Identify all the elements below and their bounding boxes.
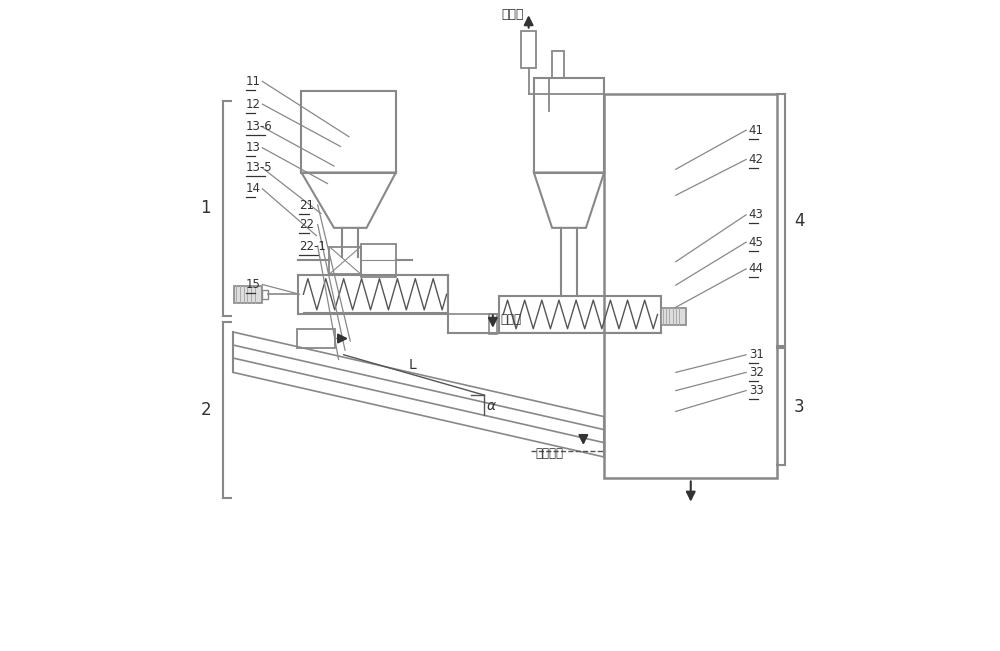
Text: 13-5: 13-5 <box>246 161 273 174</box>
Text: 45: 45 <box>749 236 764 249</box>
Text: 气化介质: 气化介质 <box>536 447 564 460</box>
Bar <box>297 329 335 348</box>
Text: 3: 3 <box>794 398 805 416</box>
Bar <box>661 308 686 325</box>
Text: 12: 12 <box>246 98 261 111</box>
Bar <box>534 78 604 173</box>
Bar <box>301 91 396 173</box>
Text: 合成气: 合成气 <box>501 8 524 21</box>
Text: 41: 41 <box>749 124 764 137</box>
Bar <box>489 314 497 334</box>
Text: 水蒸气: 水蒸气 <box>500 313 521 326</box>
Text: 14: 14 <box>246 182 261 195</box>
Text: 2: 2 <box>200 401 211 419</box>
Text: 13-6: 13-6 <box>246 120 273 133</box>
Text: 32: 32 <box>749 366 764 379</box>
Text: 44: 44 <box>749 262 764 275</box>
Text: 11: 11 <box>246 75 261 88</box>
Bar <box>234 286 262 303</box>
Text: 22-1: 22-1 <box>299 240 326 253</box>
Text: 13: 13 <box>246 141 261 154</box>
Bar <box>361 244 396 277</box>
Text: 33: 33 <box>749 384 763 397</box>
Bar <box>552 51 564 78</box>
Text: L: L <box>408 357 416 372</box>
Bar <box>329 247 361 274</box>
Bar <box>604 94 777 478</box>
Text: 1: 1 <box>200 199 211 217</box>
Bar <box>262 290 268 299</box>
Text: 42: 42 <box>749 153 764 166</box>
Text: 31: 31 <box>749 348 764 361</box>
Text: 15: 15 <box>246 278 261 291</box>
Text: 21: 21 <box>299 199 314 212</box>
Text: α: α <box>487 399 496 413</box>
Text: 4: 4 <box>794 212 805 230</box>
Text: 43: 43 <box>749 208 764 221</box>
Bar <box>521 31 536 68</box>
Text: 22: 22 <box>299 218 314 231</box>
